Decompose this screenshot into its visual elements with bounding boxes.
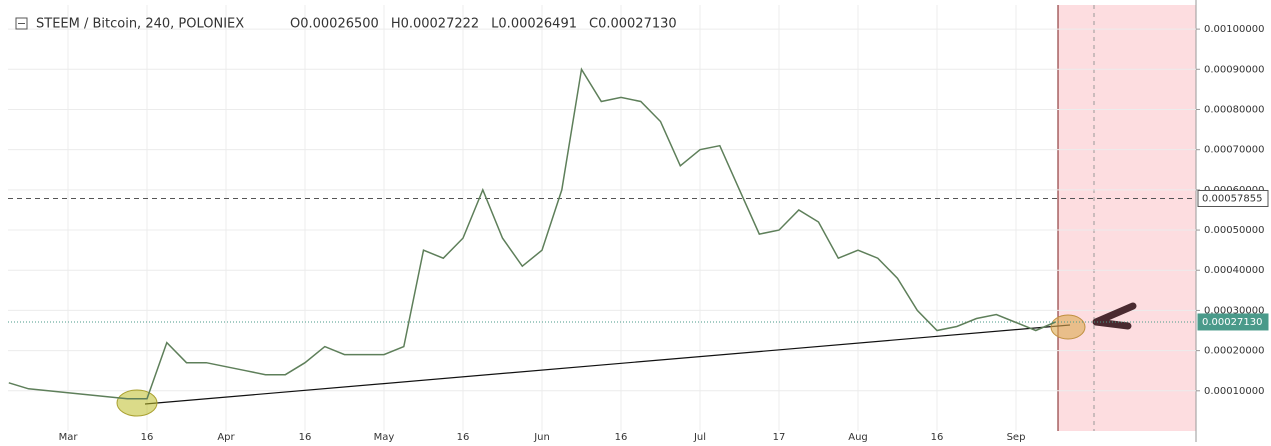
arrow [1092, 302, 1137, 330]
y-tick-label: 0.00090000 [1204, 64, 1264, 75]
y-tick-label: 0.00030000 [1204, 305, 1264, 316]
price-badge-label: 0.00027130 [1202, 317, 1262, 328]
ohlc-value: L0.00026491 [491, 17, 577, 32]
y-tick-label: 0.00080000 [1204, 104, 1264, 115]
x-tick-label: 16 [931, 432, 944, 442]
x-tick-label: Jul [693, 432, 706, 442]
y-tick-label: 0.00040000 [1204, 265, 1264, 276]
y-tick-label: 0.00070000 [1204, 145, 1264, 156]
x-tick-label: Apr [217, 432, 235, 442]
trend-line [144, 324, 1071, 405]
x-tick-label: Sep [1007, 432, 1026, 442]
chart-title: STEEM / Bitcoin, 240, POLONIEX [36, 17, 244, 32]
y-tick-label: 0.00010000 [1204, 386, 1264, 397]
y-tick-label: 0.00100000 [1204, 24, 1264, 35]
x-tick-label: May [374, 432, 395, 442]
x-tick-label: Aug [848, 432, 868, 442]
price-badge [1197, 189, 1269, 207]
ohlc-value: H0.00027222 [391, 17, 479, 32]
x-tick-label: 17 [773, 432, 786, 442]
x-tick-label: 16 [615, 432, 628, 442]
ohlc-value: C0.00027130 [589, 17, 677, 32]
price-badge-label: 0.00057855 [1202, 193, 1262, 204]
x-tick-label: 16 [299, 432, 312, 442]
x-tick-label: 16 [141, 432, 154, 442]
x-tick-label: 16 [457, 432, 470, 442]
future-region [1058, 5, 1196, 431]
ohlc-value: O0.00026500 [290, 17, 379, 32]
x-tick-label: Mar [59, 432, 79, 442]
collapse-icon[interactable] [15, 17, 28, 30]
y-tick-label: 0.00020000 [1204, 346, 1264, 357]
price-badge [1197, 313, 1269, 331]
highlight-ellipse [1050, 314, 1086, 340]
price-line-series [8, 67, 1056, 400]
x-tick-label: Jun [533, 432, 550, 442]
y-tick-label: 0.00050000 [1204, 225, 1264, 236]
highlight-ellipse [116, 389, 158, 417]
